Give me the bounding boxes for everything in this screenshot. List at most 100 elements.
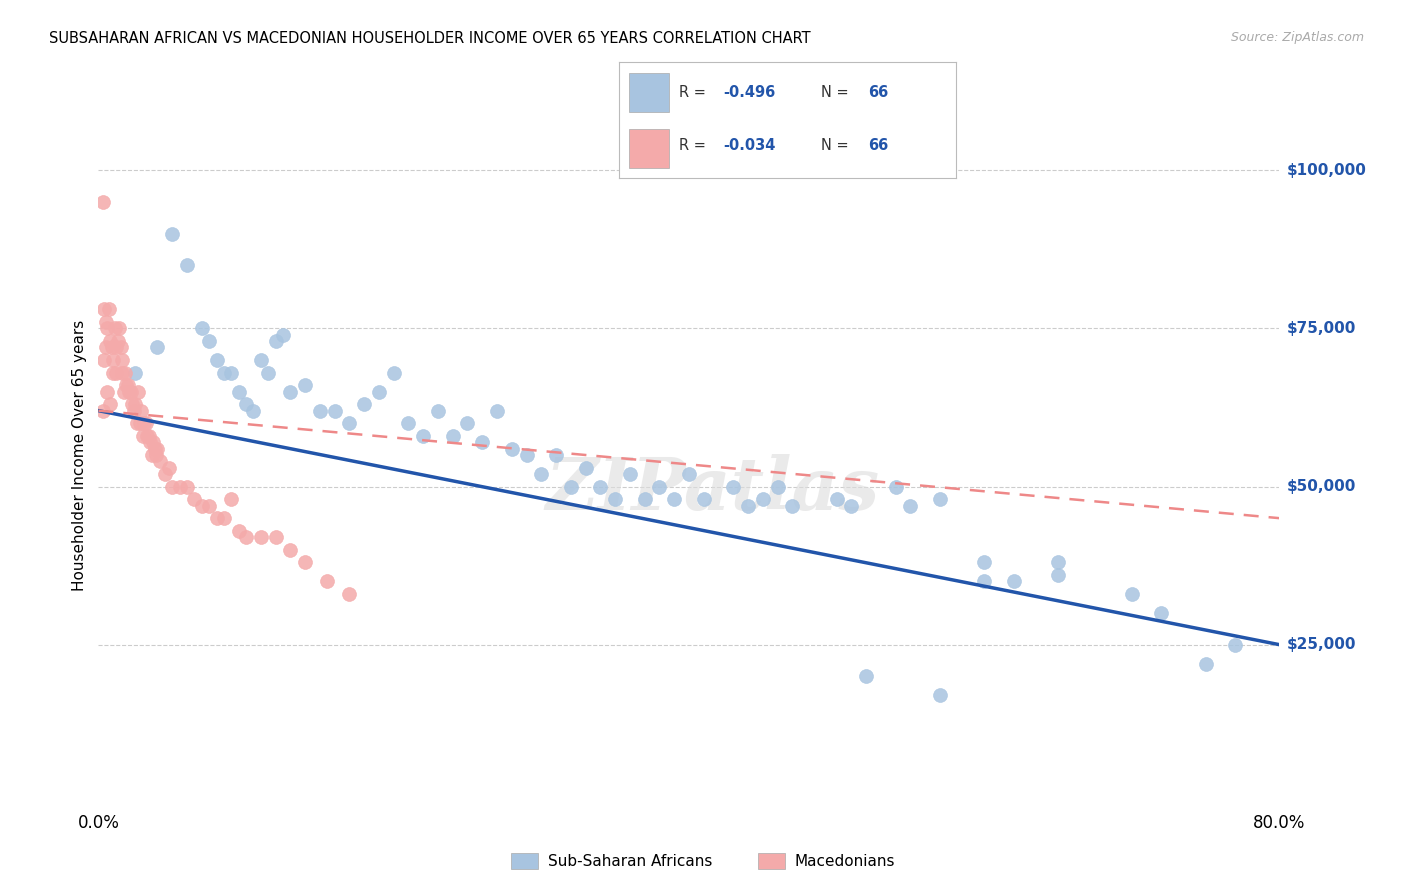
- Point: [973, 574, 995, 589]
- Point: [183, 492, 205, 507]
- Point: [98, 334, 121, 348]
- Point: [98, 397, 121, 411]
- Point: [900, 499, 922, 513]
- Point: [94, 340, 117, 354]
- Point: [139, 435, 162, 450]
- Point: [111, 353, 134, 368]
- Point: [456, 417, 478, 431]
- Point: [145, 448, 167, 462]
- Point: [242, 403, 264, 417]
- Point: [124, 397, 146, 411]
- Point: [855, 669, 877, 683]
- Point: [100, 340, 122, 354]
- Legend: Sub-Saharan Africans, Macedonians: Sub-Saharan Africans, Macedonians: [505, 847, 901, 875]
- Point: [353, 397, 375, 411]
- Point: [118, 384, 141, 399]
- Text: N =: N =: [821, 138, 853, 153]
- Point: [142, 435, 165, 450]
- Point: [574, 460, 596, 475]
- Point: [633, 492, 655, 507]
- Point: [693, 492, 716, 507]
- Point: [721, 479, 744, 493]
- Point: [589, 479, 612, 493]
- Point: [219, 492, 242, 507]
- Point: [96, 321, 118, 335]
- Text: $100,000: $100,000: [1286, 163, 1367, 178]
- Point: [228, 384, 250, 399]
- Point: [212, 511, 235, 525]
- Text: -0.496: -0.496: [723, 85, 776, 100]
- Point: [884, 479, 907, 493]
- Point: [530, 467, 553, 481]
- Point: [412, 429, 434, 443]
- Text: SUBSAHARAN AFRICAN VS MACEDONIAN HOUSEHOLDER INCOME OVER 65 YEARS CORRELATION CH: SUBSAHARAN AFRICAN VS MACEDONIAN HOUSEHO…: [49, 31, 811, 46]
- Point: [125, 417, 148, 431]
- Point: [219, 366, 242, 380]
- Text: $25,000: $25,000: [1286, 637, 1355, 652]
- Point: [544, 448, 567, 462]
- Point: [294, 556, 316, 570]
- Point: [127, 384, 149, 399]
- Point: [316, 574, 339, 589]
- Point: [294, 378, 316, 392]
- Point: [515, 448, 537, 462]
- Point: [250, 530, 273, 544]
- FancyBboxPatch shape: [628, 128, 669, 168]
- Point: [648, 479, 671, 493]
- Point: [737, 499, 759, 513]
- Point: [103, 353, 125, 368]
- Point: [751, 492, 773, 507]
- Point: [619, 467, 641, 481]
- Point: [169, 479, 191, 493]
- Point: [122, 403, 145, 417]
- Point: [124, 366, 146, 380]
- Point: [205, 353, 228, 368]
- Point: [605, 492, 627, 507]
- Point: [132, 429, 155, 443]
- Point: [176, 479, 198, 493]
- Point: [141, 448, 163, 462]
- Point: [235, 397, 257, 411]
- Point: [103, 366, 125, 380]
- Point: [928, 492, 950, 507]
- Point: [138, 429, 160, 443]
- Point: [678, 467, 700, 481]
- Point: [471, 435, 494, 450]
- Text: R =: R =: [679, 138, 711, 153]
- Point: [105, 366, 128, 380]
- Point: [271, 327, 294, 342]
- Point: [337, 587, 360, 601]
- Point: [105, 340, 128, 354]
- Point: [441, 429, 464, 443]
- Point: [337, 417, 360, 431]
- Point: [120, 384, 142, 399]
- Point: [153, 467, 176, 481]
- Point: [1046, 568, 1069, 582]
- Point: [560, 479, 582, 493]
- Text: Source: ZipAtlas.com: Source: ZipAtlas.com: [1230, 31, 1364, 45]
- Point: [128, 417, 150, 431]
- Point: [264, 530, 287, 544]
- Point: [1195, 657, 1218, 671]
- Point: [112, 384, 135, 399]
- Point: [114, 366, 136, 380]
- Y-axis label: Householder Income Over 65 years: Householder Income Over 65 years: [72, 319, 87, 591]
- Point: [134, 417, 156, 431]
- Point: [191, 321, 214, 335]
- Point: [146, 340, 169, 354]
- Point: [664, 492, 686, 507]
- Point: [1150, 606, 1173, 620]
- Point: [368, 384, 391, 399]
- Point: [149, 454, 172, 468]
- Point: [782, 499, 804, 513]
- Point: [94, 315, 117, 329]
- Text: 66: 66: [869, 85, 889, 100]
- Point: [162, 479, 183, 493]
- Text: $75,000: $75,000: [1286, 321, 1355, 336]
- Point: [91, 194, 114, 209]
- Point: [501, 442, 523, 456]
- Point: [1121, 587, 1143, 601]
- Point: [323, 403, 346, 417]
- Point: [278, 542, 302, 557]
- Point: [278, 384, 302, 399]
